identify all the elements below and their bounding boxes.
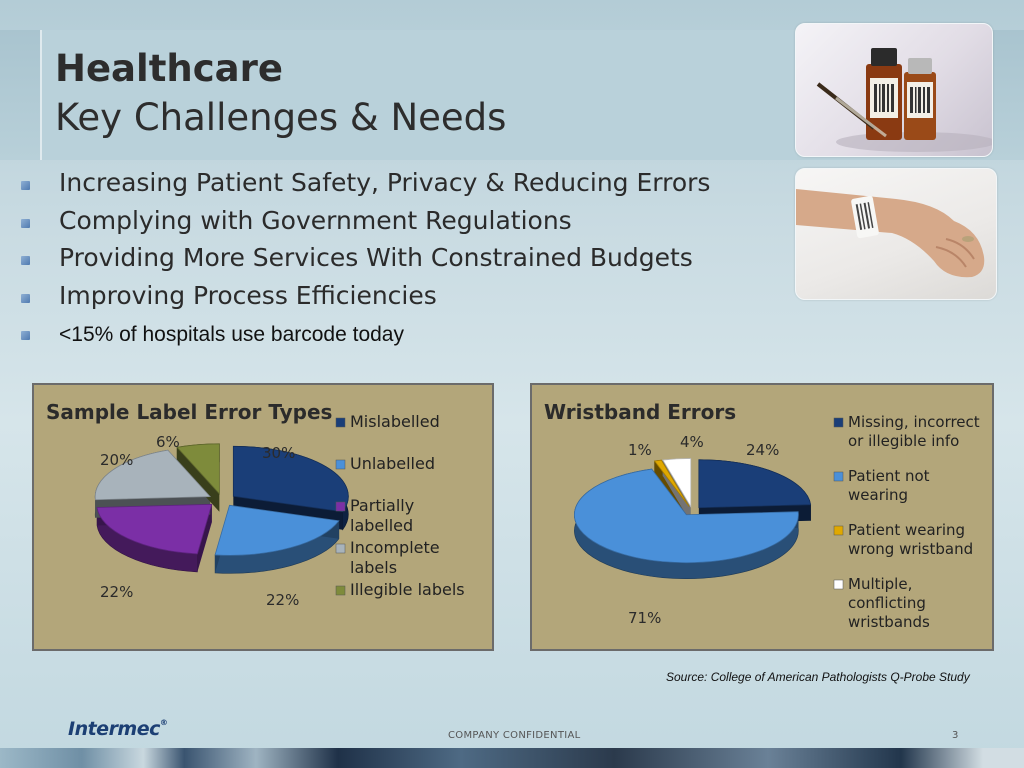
bullet-square-icon	[21, 331, 30, 340]
pie-slice	[662, 458, 692, 508]
source-note: Source: College of American Pathologists…	[666, 670, 970, 684]
bullet-square-icon	[21, 256, 30, 265]
legend-label: Mislabelled	[350, 412, 440, 431]
pie-value-label: 6%	[156, 433, 180, 451]
page-number: 3	[952, 730, 959, 741]
legend-swatch	[335, 459, 346, 470]
legend-label: Multiple,	[848, 575, 912, 593]
chart-title: Wristband Errors	[544, 400, 736, 424]
pie-value-label: 20%	[100, 451, 133, 469]
pie-slice	[653, 459, 690, 507]
legend-swatch	[833, 525, 844, 536]
bullet-square-icon	[21, 293, 30, 303]
legend-swatch	[335, 501, 346, 512]
legend-label: or illegible info	[848, 432, 959, 450]
legend-swatch	[833, 417, 844, 428]
pie-value-label: 4%	[680, 433, 704, 451]
legend-label: Incomplete	[350, 538, 440, 557]
bullet-text: Complying with Government Regulations	[59, 205, 572, 235]
pie-tops	[573, 458, 812, 564]
legend-swatch	[335, 417, 346, 428]
pie-slice	[176, 443, 220, 495]
legend-label: conflicting	[848, 594, 926, 612]
wristband-error-chart: Wristband Errors 24% 71% 1% 4% Missing, incor…	[530, 383, 994, 651]
pie-value-label: 71%	[628, 609, 661, 627]
pie-slice	[573, 468, 799, 564]
legend-swatch	[335, 543, 346, 554]
pie-slice	[698, 459, 812, 509]
legend-label: Partially	[350, 496, 414, 515]
legend-label: wrong wristband	[848, 540, 973, 558]
pie-value-label: 30%	[262, 444, 295, 462]
title-box	[40, 30, 797, 160]
pie-value-label: 22%	[100, 583, 133, 601]
bullet-text: Improving Process Efficiencies	[59, 280, 437, 310]
bullet-text: Providing More Services With Constrained…	[59, 243, 693, 272]
label-error-chart: Sample Label Error Types 30% 22% 22% 20% 6% Mi…	[32, 383, 494, 651]
legend-label: Illegible labels	[350, 580, 465, 599]
logo-text: Intermec	[68, 718, 160, 740]
legend-label: Patient wearing	[848, 521, 965, 539]
legend-swatch	[833, 579, 844, 590]
medicine-vials-photo	[795, 23, 993, 157]
pie-slice	[94, 449, 212, 501]
registered-mark: ®	[159, 718, 168, 727]
legend-label: labels	[350, 558, 397, 577]
legend-swatch	[833, 471, 844, 482]
chart-title: Sample Label Error Types	[46, 400, 332, 424]
pie-slice	[232, 445, 349, 513]
confidential-label: COMPANY CONFIDENTIAL	[448, 730, 581, 741]
pie-value-label: 24%	[746, 441, 779, 459]
pie-slice	[96, 503, 213, 555]
bullet-square-icon	[21, 218, 30, 228]
pie-value-label: 1%	[628, 441, 652, 459]
slide-subtitle: Key Challenges & Needs	[55, 96, 507, 139]
pie-tops	[94, 443, 349, 556]
legend-label: wearing	[848, 486, 908, 504]
slide-title: Healthcare	[55, 47, 283, 90]
pie-slice	[214, 504, 340, 556]
legend-swatch	[335, 585, 346, 596]
legend-label: Patient not	[848, 467, 930, 485]
wristband-photo	[795, 168, 997, 300]
bullet-text: Increasing Patient Safety, Privacy & Red…	[59, 168, 711, 197]
legend-label: labelled	[350, 516, 413, 535]
pie-value-label: 22%	[266, 591, 299, 609]
bullet-text: <15% of hospitals use barcode today	[59, 323, 404, 346]
legend-label: Missing, incorrect	[848, 413, 980, 431]
intermec-logo: Intermec®	[68, 718, 168, 740]
bullet-square-icon	[21, 181, 30, 190]
bottom-decorative-strip	[0, 748, 1024, 768]
legend-label: wristbands	[848, 613, 930, 631]
legend-label: Unlabelled	[350, 454, 435, 473]
